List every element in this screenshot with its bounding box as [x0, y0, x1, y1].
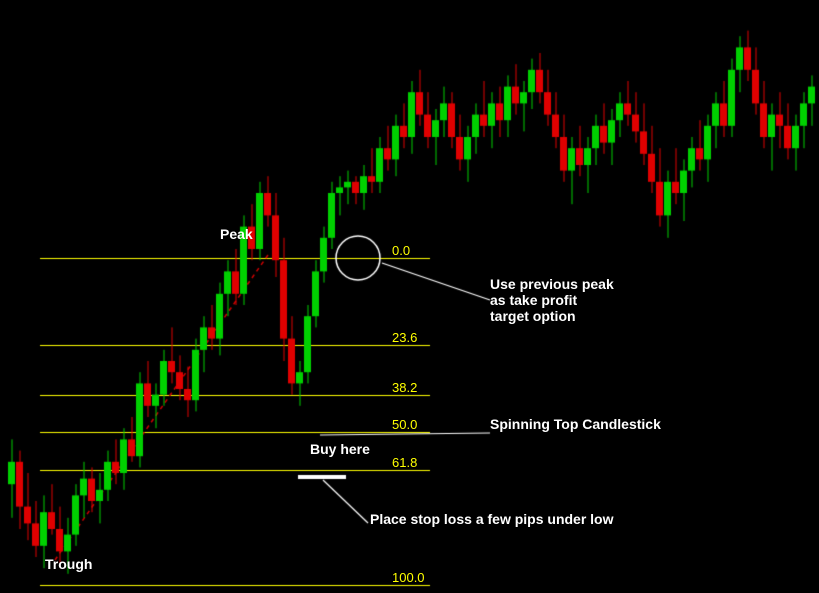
- annotation-stop_loss: Place stop loss a few pips under low: [370, 511, 614, 527]
- annotation-buy_here: Buy here: [310, 441, 370, 457]
- annotation-peak: Peak: [220, 226, 253, 242]
- fib-level-label: 23.6: [392, 330, 417, 345]
- annotation-spinning: Spinning Top Candlestick: [490, 416, 661, 432]
- fib-level-label: 61.8: [392, 455, 417, 470]
- fib-level-label: 38.2: [392, 380, 417, 395]
- candlestick-chart: [0, 0, 819, 593]
- fib-level-label: 100.0: [392, 570, 425, 585]
- annotation-trough: Trough: [45, 556, 92, 572]
- annotation-use_prev: Use previous peak as take profit target …: [490, 276, 614, 324]
- fib-level-label: 50.0: [392, 417, 417, 432]
- fib-level-label: 0.0: [392, 243, 410, 258]
